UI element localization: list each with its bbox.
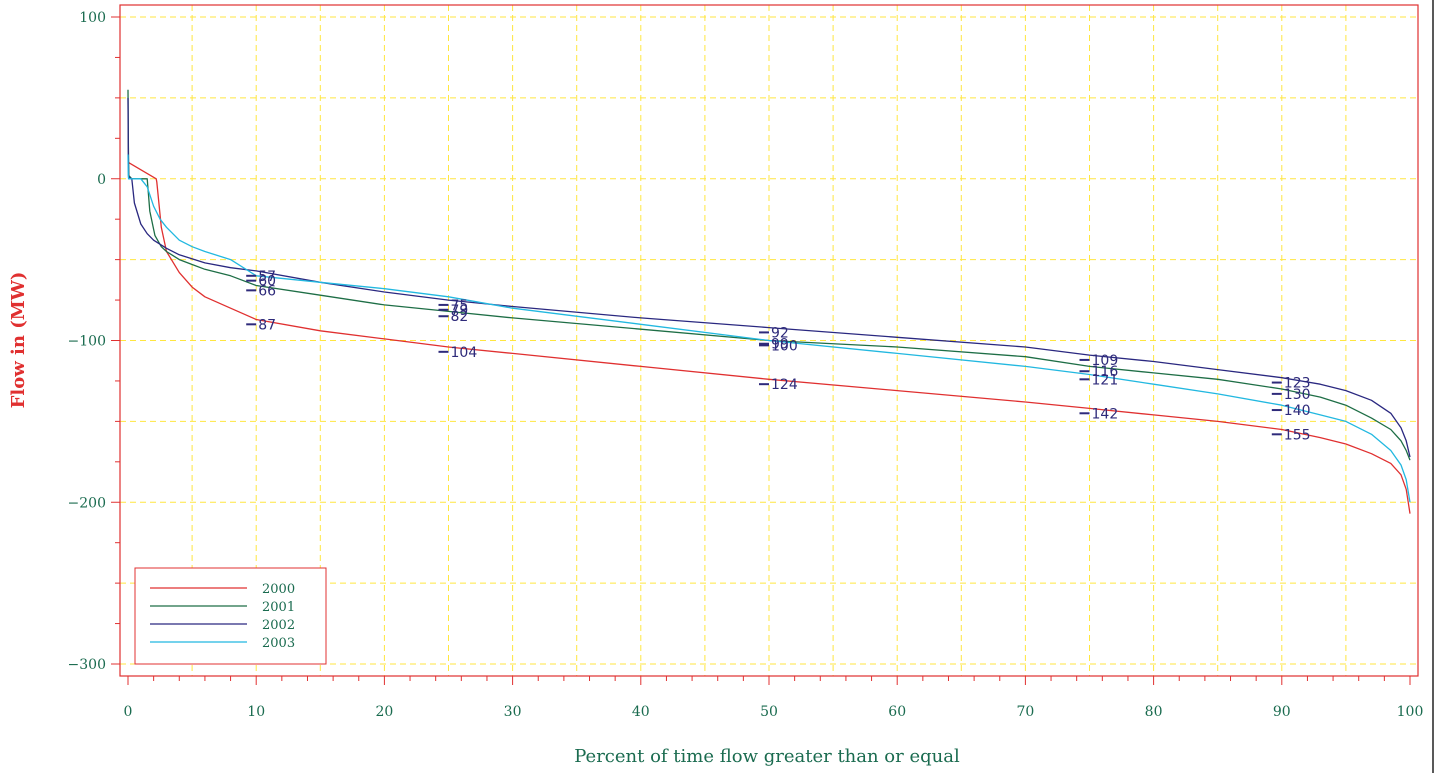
legend-box <box>134 567 327 665</box>
legend-label-2002: 2002 <box>262 618 295 633</box>
data-label-value: 99 <box>771 337 789 353</box>
data-label-value: 87 <box>258 317 276 333</box>
y-tick-label: −200 <box>68 495 106 511</box>
x-tick-label: 30 <box>504 704 522 720</box>
data-label-value: 116 <box>1092 364 1119 380</box>
x-tick-label: 90 <box>1273 704 1291 720</box>
series-line-2003 <box>127 154 1411 503</box>
data-label-value: 75 <box>451 298 469 314</box>
x-axis: 0 10 20 30 40 50 60 70 80 90 100 <box>124 676 1424 720</box>
x-tick-label: 0 <box>124 704 133 720</box>
legend-label-2003: 2003 <box>262 636 295 651</box>
data-label-value: 104 <box>451 345 478 361</box>
data-label-value: 140 <box>1284 403 1311 419</box>
x-tick-label: 70 <box>1016 704 1034 720</box>
data-label-value: 100 <box>771 338 798 354</box>
data-label-value: 130 <box>1284 387 1311 403</box>
data-label-value: 82 <box>451 309 469 325</box>
x-tick-label: 10 <box>247 704 265 720</box>
y-tick-label: −300 <box>68 657 106 673</box>
y-axis-title: Flow in (MW) <box>8 272 29 409</box>
data-label-value: 142 <box>1092 406 1119 422</box>
x-tick-label: 80 <box>1145 704 1163 720</box>
x-axis-title: Percent of time flow greater than or equ… <box>574 746 960 767</box>
x-tick-label: 100 <box>1397 704 1424 720</box>
legend-label-2001: 2001 <box>262 600 295 615</box>
legend-label-2000: 2000 <box>262 582 295 597</box>
data-label-value: 123 <box>1284 376 1311 392</box>
x-tick-label: 40 <box>632 704 650 720</box>
data-label-value: 155 <box>1284 427 1311 443</box>
y-tick-label: 100 <box>79 10 106 26</box>
x-tick-label: 50 <box>760 704 778 720</box>
data-label-value: 66 <box>258 283 276 299</box>
series-line-2002 <box>127 97 1411 458</box>
data-label-value: 109 <box>1092 353 1119 369</box>
data-label-value: 92 <box>771 325 789 341</box>
data-label-value: 124 <box>771 377 798 393</box>
y-tick-label: 0 <box>97 172 106 188</box>
series-line-2001 <box>127 89 1411 461</box>
data-label-value: 60 <box>258 274 276 290</box>
x-tick-label: 20 <box>375 704 393 720</box>
data-label-value: 121 <box>1092 372 1119 388</box>
grid-lines <box>120 5 1418 676</box>
data-label-value: 79 <box>451 303 469 319</box>
x-tick-label: 60 <box>888 704 906 720</box>
data-label-value: 57 <box>258 269 276 285</box>
legend: 2000 2001 2002 2003 <box>134 567 327 665</box>
y-tick-label: −100 <box>68 334 106 350</box>
series-lines <box>127 89 1411 514</box>
y-axis: 100 0 −100 −200 −300 <box>68 10 120 673</box>
